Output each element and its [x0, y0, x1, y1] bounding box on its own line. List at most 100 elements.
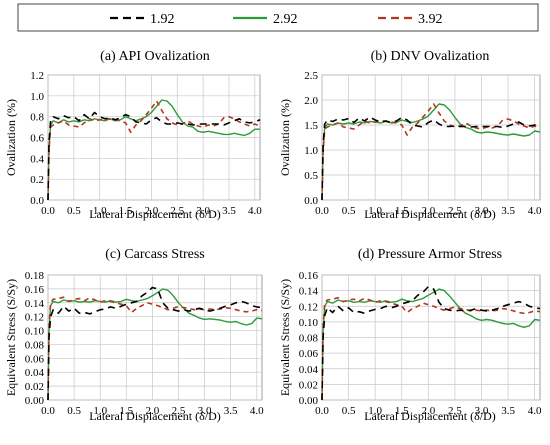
x-tick-label: 0.0	[41, 205, 55, 217]
x-tick-label: 2.0	[421, 205, 435, 217]
chart-title: (a) API Ovalization	[100, 49, 210, 64]
legend-label-3.92: 3.92	[418, 12, 443, 27]
x-tick-label: 2.5	[170, 205, 184, 217]
x-tick-label: 2.0	[421, 405, 435, 417]
y-tick-label: 0.04	[25, 367, 45, 379]
x-axis-label: Lateral Displacement (δ/D)	[364, 409, 496, 423]
y-tick-label: 0.10	[25, 326, 45, 338]
x-tick-label: 2.0	[146, 405, 160, 417]
x-tick-label: 0.0	[315, 205, 329, 217]
x-tick-label: 4.0	[248, 205, 262, 217]
x-tick-label: 0.5	[342, 205, 356, 217]
series-line-2.92	[47, 288, 263, 401]
y-tick-label: 0.08	[25, 339, 45, 351]
y-tick-label: 0.6	[30, 133, 44, 145]
x-axis-label: Lateral Displacement (δ/D)	[89, 207, 221, 221]
x-tick-label: 0.0	[315, 405, 329, 417]
x-tick-label: 1.0	[93, 205, 107, 217]
x-tick-label: 4.0	[528, 205, 542, 217]
series-line-2.92	[321, 103, 541, 201]
x-tick-label: 1.5	[119, 205, 133, 217]
y-tick-label: 0.14	[299, 286, 319, 298]
y-tick-label: 0.0	[30, 195, 44, 207]
y-tick-label: 0.00	[25, 395, 45, 407]
x-tick-label: 4.0	[250, 405, 264, 417]
x-tick-label: 3.0	[196, 205, 210, 217]
y-tick-label: 1.2	[30, 70, 44, 82]
series-line-1.92	[47, 286, 263, 401]
legend-label-2.92: 2.92	[273, 12, 298, 27]
x-tick-label: 3.5	[222, 205, 236, 217]
y-tick-label: 0.2	[30, 174, 44, 186]
y-axis-label: Equivalent Stress (S/Sy)	[278, 279, 292, 396]
x-tick-label: 2.5	[448, 205, 462, 217]
series-line-3.92	[47, 296, 263, 401]
y-tick-label: 0.02	[25, 381, 44, 393]
y-tick-label: 1.0	[30, 91, 44, 103]
x-tick-label: 1.5	[395, 405, 409, 417]
y-axis-label: Ovalization (%)	[278, 99, 292, 176]
x-tick-label: 3.0	[475, 205, 489, 217]
y-tick-label: 0.16	[25, 284, 45, 296]
legend: 1.92 2.92 3.92	[17, 3, 539, 32]
y-tick-label: 0.5	[304, 170, 318, 182]
x-tick-label: 1.0	[93, 405, 107, 417]
x-tick-label: 2.0	[145, 205, 159, 217]
chart-3: (d) Pressure Armor Stress 0.00 0.02 0.04 0.0…	[278, 247, 542, 423]
x-tick-label: 1.5	[395, 205, 409, 217]
legend-box	[17, 3, 539, 32]
x-tick-label: 1.0	[368, 205, 382, 217]
y-tick-label: 0.0	[304, 195, 318, 207]
plot-area	[321, 74, 541, 201]
y-axis-label: Equivalent Stress (S/Sy)	[4, 279, 18, 396]
y-tick-label: 0.8	[30, 112, 44, 124]
y-tick-label: 2.5	[304, 70, 318, 82]
y-tick-label: 0.06	[25, 353, 45, 365]
chart-1: (b) DNV Ovalization 0.0 0.5 1.0 1.5 2.0 2.5 0.0…	[278, 49, 542, 221]
y-tick-label: 0.06	[299, 348, 319, 360]
y-tick-label: 0.4	[30, 153, 44, 165]
y-axis-label: Ovalization (%)	[4, 99, 18, 176]
series-line-2.92	[47, 99, 260, 201]
x-tick-label: 3.0	[198, 405, 212, 417]
x-tick-label: 0.5	[342, 405, 356, 417]
y-tick-label: 0.16	[299, 270, 319, 282]
x-axis-label: Lateral Displacement (δ/D)	[89, 409, 221, 423]
series-line-2.92	[321, 288, 541, 401]
chart-0: (a) API Ovalization 0.0 0.2 0.4 0.6 0.8 1.0 1.2…	[4, 49, 262, 221]
y-tick-label: 1.0	[304, 145, 318, 157]
x-axis-label: Lateral Displacement (δ/D)	[364, 207, 496, 221]
series-line-3.92	[321, 296, 541, 401]
x-tick-label: 0.5	[67, 405, 81, 417]
chart-title: (c) Carcass Stress	[105, 247, 205, 262]
y-tick-label: 0.08	[299, 333, 319, 345]
x-tick-label: 0.0	[41, 405, 55, 417]
x-tick-label: 2.5	[448, 405, 462, 417]
series-line-3.92	[321, 103, 541, 201]
y-tick-label: 0.02	[299, 379, 318, 391]
x-tick-label: 2.5	[172, 405, 186, 417]
chart-title: (d) Pressure Armor Stress	[358, 247, 502, 262]
y-tick-label: 0.14	[25, 298, 45, 310]
legend-label-1.92: 1.92	[150, 12, 175, 27]
chart-2: (c) Carcass Stress0.000.020.040.060.080.…	[4, 247, 264, 423]
y-tick-label: 0.10	[299, 317, 319, 329]
x-tick-label: 1.5	[119, 405, 133, 417]
x-tick-label: 3.5	[224, 405, 238, 417]
series-line-1.92	[47, 111, 261, 201]
charts: (a) API Ovalization 0.0 0.2 0.4 0.6 0.8 1.0 1.2…	[4, 49, 542, 423]
x-tick-label: 3.5	[501, 205, 515, 217]
y-tick-label: 2.0	[304, 95, 318, 107]
series-line-3.92	[47, 100, 261, 201]
x-tick-label: 3.0	[475, 405, 489, 417]
y-tick-label: 0.18	[25, 270, 45, 282]
x-tick-label: 1.0	[368, 405, 382, 417]
series-line-1.92	[321, 285, 541, 401]
x-tick-label: 3.5	[501, 405, 515, 417]
x-tick-label: 4.0	[528, 405, 542, 417]
y-tick-label: 0.00	[299, 395, 319, 407]
chart-title: (b) DNV Ovalization	[371, 49, 490, 64]
y-tick-label: 0.12	[25, 312, 44, 324]
y-tick-label: 1.5	[304, 120, 318, 132]
